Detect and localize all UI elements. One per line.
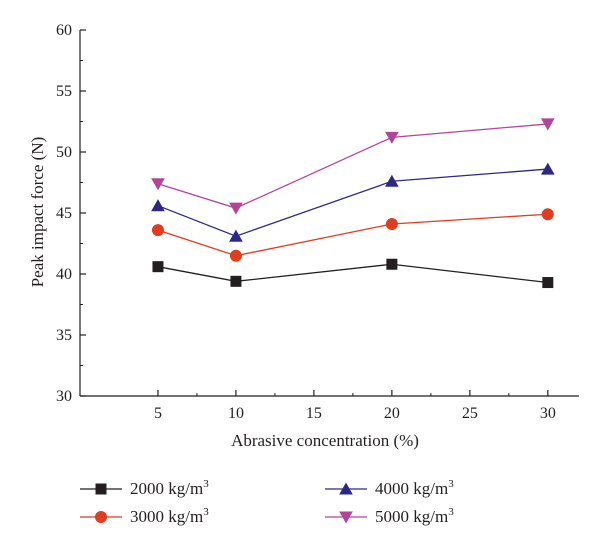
data-point [385, 131, 399, 144]
legend-label: 3000 kg/m3 [130, 506, 209, 526]
legend-label: 4000 kg/m3 [375, 478, 454, 498]
legend-marker [95, 511, 107, 523]
data-point [229, 229, 243, 242]
data-point [386, 258, 398, 270]
legend-label: 5000 kg/m3 [375, 506, 454, 526]
series-2 [151, 208, 554, 262]
series-line [157, 263, 548, 284]
data-point [151, 224, 164, 237]
legend-item-4: 5000 kg/m3 [325, 506, 454, 526]
y-tick-label: 60 [56, 22, 72, 39]
legend-item-2: 3000 kg/m3 [80, 506, 209, 526]
x-tick-label: 25 [462, 405, 478, 422]
data-point [229, 202, 243, 215]
series-4 [151, 118, 555, 215]
data-point [151, 178, 165, 191]
data-point [540, 118, 555, 131]
data-point [152, 261, 164, 273]
data-point [385, 174, 399, 187]
x-axis-label: Abrasive concentration (%) [231, 431, 419, 450]
legend-marker [95, 483, 107, 495]
data-point [385, 217, 398, 230]
data-point [540, 162, 555, 175]
legend: 2000 kg/m3 3000 kg/m3 4000 kg/m3 5000 kg/m3 [80, 478, 454, 526]
x-tick-label: 20 [384, 405, 400, 422]
x-tick-label: 15 [306, 405, 322, 422]
series-line [157, 123, 548, 209]
legend-item-3: 4000 kg/m3 [325, 478, 454, 498]
data-point [542, 277, 554, 289]
y-tick-label: 40 [56, 266, 72, 283]
y-tick-label: 50 [56, 144, 72, 161]
series-line [157, 168, 548, 237]
x-tick-label: 30 [540, 405, 556, 422]
series-1 [152, 258, 554, 289]
series-line [157, 213, 548, 257]
data-point [151, 199, 165, 212]
series-3 [151, 162, 555, 242]
x-tick-label: 10 [228, 405, 244, 422]
y-tick-label: 55 [56, 83, 72, 100]
legend-marker [339, 482, 353, 495]
y-tick-label: 45 [56, 205, 72, 222]
plot-area: 30 35 40 45 50 55 60 5 10 15 20 25 30 [56, 22, 579, 422]
x-tick-label: 5 [154, 405, 162, 422]
legend-label: 2000 kg/m3 [130, 478, 209, 498]
legend-item-1: 2000 kg/m3 [80, 478, 209, 498]
data-point [229, 249, 242, 262]
data-point [541, 208, 554, 221]
legend-marker [339, 511, 353, 524]
y-tick-label: 30 [56, 388, 72, 405]
y-tick-label: 35 [56, 327, 72, 344]
data-point [230, 275, 242, 287]
y-axis-label: Peak impact force (N) [28, 137, 47, 288]
